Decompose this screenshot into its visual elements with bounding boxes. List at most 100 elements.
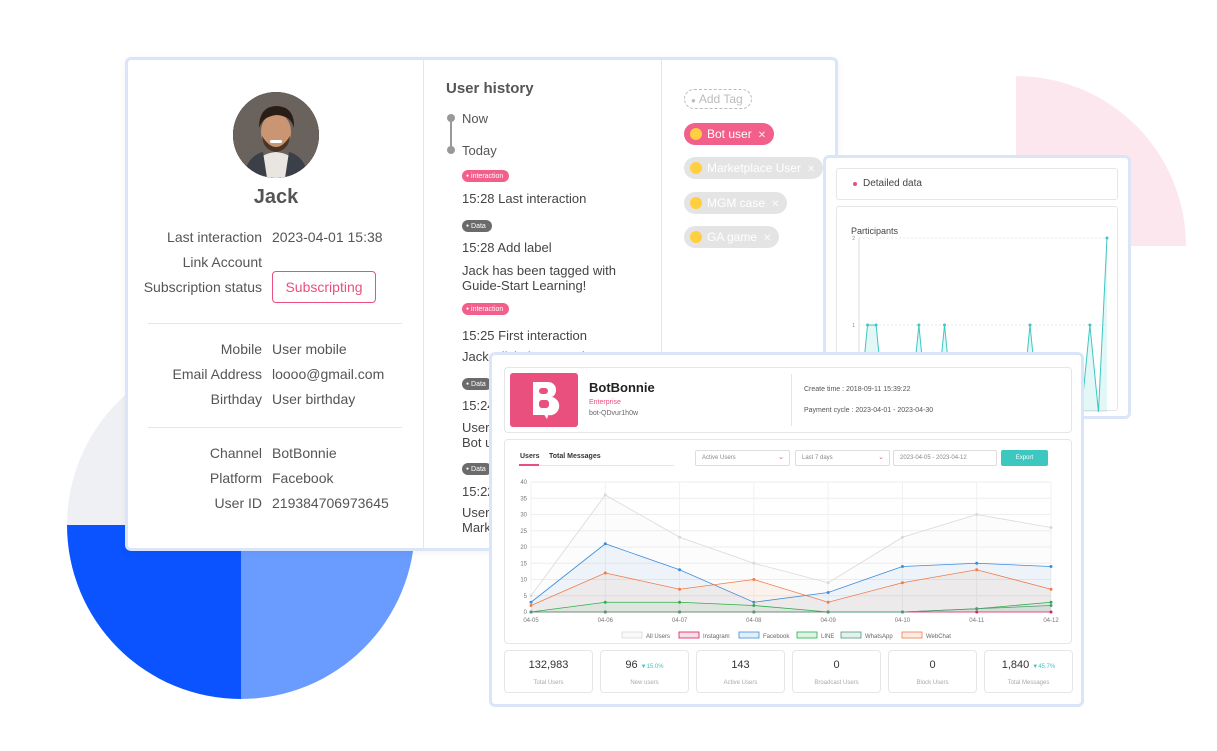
- event-title: 15:28 Last interaction: [462, 191, 587, 206]
- tag-chip[interactable]: GA game ✕: [684, 226, 780, 248]
- stat-value-row: 143: [697, 659, 784, 671]
- stat-label: Broadcast Users: [814, 680, 859, 686]
- event-badge-data: Data: [462, 378, 492, 390]
- bot-id: bot-QDvur1h0w: [589, 410, 639, 417]
- series-point: [1049, 610, 1053, 614]
- series-area: [531, 495, 1051, 612]
- legend-label: Facebook: [763, 634, 790, 640]
- date-range-dropdown[interactable]: Last 7 days ⌄: [795, 450, 890, 466]
- stat-total-users: 132,983 Total Users: [504, 650, 593, 693]
- user-type-dropdown[interactable]: Active Users ⌄: [695, 450, 790, 466]
- series-area: [531, 605, 1051, 612]
- y-tick-label: 2: [852, 236, 855, 242]
- series-point: [826, 610, 830, 614]
- y-tick-label: 20: [520, 545, 527, 551]
- legend-label: All Users: [646, 634, 670, 640]
- participants-point: [866, 323, 870, 327]
- x-tick-label: 04-09: [820, 618, 836, 624]
- divider: [791, 374, 792, 426]
- stat-value: 1,840: [1001, 659, 1030, 671]
- y-tick-label: 5: [524, 594, 528, 600]
- active-tab-underline: [519, 464, 539, 466]
- field-user-id: User ID 219384706973645: [128, 495, 424, 515]
- series-area: [531, 602, 1051, 612]
- stats-row: 132,983 Total Users 96 ▼15.0% New users 1…: [504, 650, 1073, 695]
- divider: [148, 323, 402, 324]
- field-value: User mobile: [272, 341, 347, 357]
- event-title: 15:22: [462, 484, 495, 499]
- stat-delta: ▼15.0%: [640, 664, 664, 670]
- series-point: [603, 600, 607, 604]
- close-icon[interactable]: ✕: [757, 130, 767, 141]
- legend-label: WebChat: [926, 634, 951, 640]
- smiley-icon: [690, 197, 702, 209]
- tag-label: Bot user: [707, 127, 752, 141]
- avatar: [233, 92, 319, 178]
- series-point: [678, 535, 682, 539]
- series-point: [678, 600, 682, 604]
- tag-chip[interactable]: MGM case ✕: [684, 192, 788, 214]
- y-tick-label: 15: [520, 561, 527, 567]
- subscription-status-button[interactable]: Subscripting: [272, 271, 376, 303]
- divider: [148, 427, 402, 428]
- stat-label: New users: [630, 680, 659, 686]
- close-icon[interactable]: ✕: [771, 199, 780, 210]
- series-line: [530, 494, 1052, 596]
- close-icon[interactable]: ✕: [763, 233, 772, 244]
- series-point: [826, 600, 830, 604]
- add-tag-button[interactable]: ● Add Tag: [684, 89, 752, 109]
- x-tick-label: 04-05: [523, 618, 539, 624]
- bot-name: BotBonnie: [589, 380, 655, 395]
- series-point: [975, 568, 979, 572]
- tag-chip[interactable]: Marketplace User ✕: [684, 157, 824, 179]
- user-name: Jack: [253, 186, 299, 208]
- series-point: [603, 493, 607, 497]
- event-badge-data: Data: [462, 463, 492, 475]
- stat-value: 143: [731, 659, 750, 671]
- stat-block-users: 0 Block Users: [888, 650, 977, 693]
- tag-label: MGM case: [707, 196, 766, 210]
- tab-total-messages[interactable]: Total Messages: [549, 453, 601, 460]
- event-badge-interaction: interaction: [462, 170, 510, 182]
- export-button[interactable]: Export: [1001, 450, 1048, 466]
- analytics-dashboard-card: BotBonnie Enterprise bot-QDvur1h0w Creat…: [489, 352, 1084, 707]
- series-point: [900, 565, 904, 568]
- tag-dot-icon: ●: [691, 96, 696, 105]
- stat-active-users: 143 Active Users: [696, 650, 785, 693]
- event-badge-interaction: interaction: [462, 303, 510, 315]
- field-label: Channel: [209, 445, 262, 461]
- tab-rule: [519, 465, 674, 466]
- event-badge-data: Data: [462, 220, 492, 232]
- series-point: [752, 578, 756, 581]
- series-point: [752, 561, 756, 565]
- field-subscription-status: Subscription status: [128, 279, 424, 299]
- participants-point: [943, 323, 947, 327]
- field-email: Email Address loooo@gmail.com: [128, 366, 424, 386]
- participants-point: [1105, 236, 1109, 240]
- field-value: Facebook: [272, 470, 334, 486]
- stat-new-users: 96 ▼15.0% New users: [600, 650, 689, 693]
- legend-swatch: [840, 631, 862, 639]
- tag-label: GA game: [707, 230, 758, 244]
- series-point: [752, 604, 756, 607]
- x-tick-label: 04-07: [672, 618, 688, 624]
- participants-point: [917, 323, 921, 327]
- tab-users[interactable]: Users: [520, 453, 540, 460]
- tag-chip[interactable]: Bot user ✕: [684, 123, 775, 145]
- stat-delta: ▼45.7%: [1032, 664, 1056, 670]
- field-mobile: Mobile User mobile: [128, 341, 424, 361]
- field-platform: Platform Facebook: [128, 470, 424, 490]
- close-icon[interactable]: ✕: [807, 164, 816, 175]
- series-point: [975, 610, 979, 614]
- participants-point: [874, 323, 878, 327]
- legend-swatch: [901, 631, 923, 639]
- series-point: [975, 561, 979, 565]
- date-range-input[interactable]: 2023-04-05 - 2023-04-12: [893, 450, 997, 466]
- stat-broadcast-users: 0 Broadcast Users: [792, 650, 881, 693]
- series-point: [975, 513, 979, 516]
- pie-segment-blue: [67, 525, 241, 699]
- legend-swatch: [796, 631, 818, 639]
- series-point: [529, 604, 533, 607]
- event-title: 15:25 First interaction: [462, 328, 588, 343]
- y-tick-label: 10: [520, 578, 527, 584]
